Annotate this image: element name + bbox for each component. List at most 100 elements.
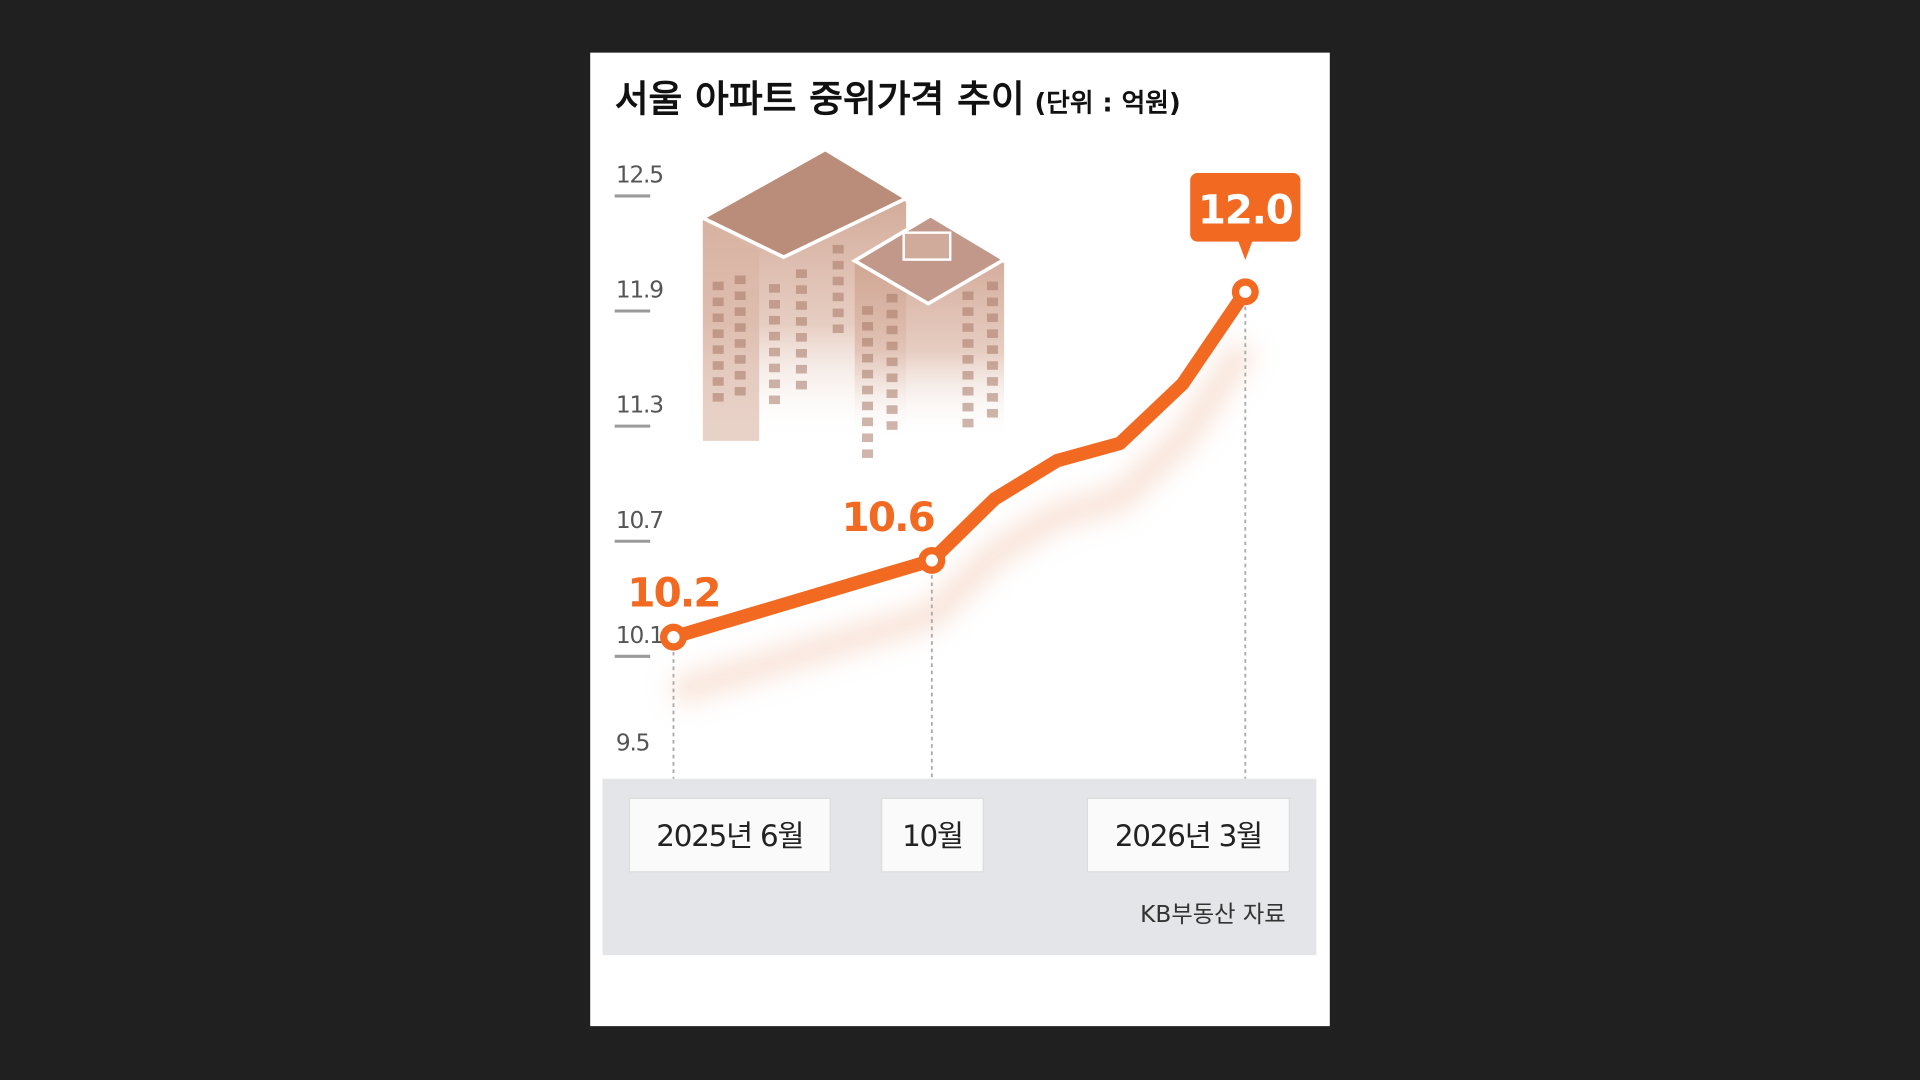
building-window	[886, 341, 898, 351]
x-tick-box	[628, 797, 831, 873]
building-window	[886, 421, 898, 430]
building-window	[986, 297, 998, 307]
building-window	[795, 317, 807, 326]
x-tick-label: 2026년 3월	[1115, 819, 1262, 853]
building-window	[962, 323, 974, 332]
building-window	[886, 357, 898, 367]
building-window	[768, 363, 780, 373]
building-window	[986, 361, 998, 370]
data-point-center	[925, 554, 938, 567]
x-tick-label: 10월	[902, 819, 963, 853]
line-shadow	[669, 339, 1257, 706]
data-label: 10.2	[627, 569, 719, 617]
building-window	[734, 275, 746, 285]
x-tick-box	[1086, 797, 1290, 873]
building-window	[986, 313, 998, 323]
y-tick-label: 9.5	[616, 730, 649, 757]
building-window	[768, 379, 780, 389]
building-window	[734, 323, 746, 332]
building-window	[862, 433, 874, 443]
building-window	[734, 339, 746, 348]
building-window	[768, 300, 780, 309]
building-window	[986, 281, 998, 291]
y-tick-label: 11.9	[616, 277, 663, 304]
building-window	[768, 347, 780, 357]
building-window	[795, 380, 807, 390]
building-window	[712, 377, 724, 386]
building-window	[962, 402, 974, 412]
data-label: 10.6	[842, 493, 934, 541]
building-window	[962, 371, 974, 380]
building-window	[862, 401, 874, 411]
building-window	[768, 284, 780, 293]
building-window	[862, 385, 874, 395]
data-point-center	[1239, 285, 1252, 298]
building-window	[712, 345, 724, 354]
building-window	[986, 345, 998, 354]
building-window	[734, 386, 746, 396]
building-window	[712, 281, 724, 291]
y-tick-label: 10.7	[616, 507, 663, 534]
y-tick-label: 10.1	[616, 622, 663, 649]
building-window	[768, 395, 780, 405]
building-window	[886, 389, 898, 398]
building-window	[795, 285, 807, 294]
building-window	[712, 393, 724, 402]
building-window	[795, 348, 807, 358]
y-tick-label: 11.3	[616, 392, 663, 419]
building-window	[986, 393, 998, 402]
building-window	[986, 329, 998, 338]
building-window	[962, 339, 974, 348]
building-window	[886, 373, 898, 383]
building-window	[734, 291, 746, 300]
y-tick-label: 12.5	[616, 161, 663, 188]
building-window	[832, 276, 844, 286]
building-window	[862, 337, 874, 347]
building-window	[795, 301, 807, 310]
building-window	[886, 405, 898, 414]
building-window	[832, 292, 844, 302]
building-window	[712, 361, 724, 370]
building-window	[862, 306, 874, 315]
building-window	[832, 244, 844, 254]
building-window	[832, 260, 844, 270]
x-tick-label: 2025년 6월	[656, 819, 803, 853]
building-window	[795, 364, 807, 374]
building-window	[862, 449, 874, 458]
x-tick-box	[881, 797, 984, 873]
building-window	[886, 325, 898, 335]
building-window	[734, 307, 746, 316]
building-window	[986, 377, 998, 386]
chart-title: 서울 아파트 중위가격 추이 (단위 : 억원)	[615, 77, 1181, 120]
building-window	[712, 313, 724, 323]
building-window	[795, 333, 807, 342]
building-window	[768, 331, 780, 341]
building-window	[886, 293, 898, 303]
building-window	[962, 418, 974, 428]
building-window	[768, 315, 780, 325]
apartment-building-illustration	[698, 147, 1008, 458]
building-window	[862, 369, 874, 379]
building-window	[712, 329, 724, 338]
y-axis: 12.5 11.9 11.3 10.7 10.1 9.5	[614, 161, 664, 757]
building-window	[862, 322, 874, 331]
building-window	[886, 309, 898, 319]
building-window	[962, 386, 974, 396]
building-window	[832, 308, 844, 318]
building-window	[962, 355, 974, 364]
building-window	[862, 417, 874, 427]
building-window	[832, 324, 844, 334]
building-window	[962, 291, 974, 300]
data-label-box	[1190, 173, 1301, 242]
building-window	[986, 408, 998, 418]
data-point-center	[667, 631, 680, 644]
building-window	[962, 307, 974, 316]
building-window	[712, 297, 724, 307]
building-window	[734, 371, 746, 380]
building-window	[734, 355, 746, 364]
building-window	[862, 353, 874, 363]
building-window	[795, 269, 807, 278]
source-note: KB부동산 자료	[1140, 901, 1286, 928]
data-label-pointer	[1237, 240, 1253, 260]
